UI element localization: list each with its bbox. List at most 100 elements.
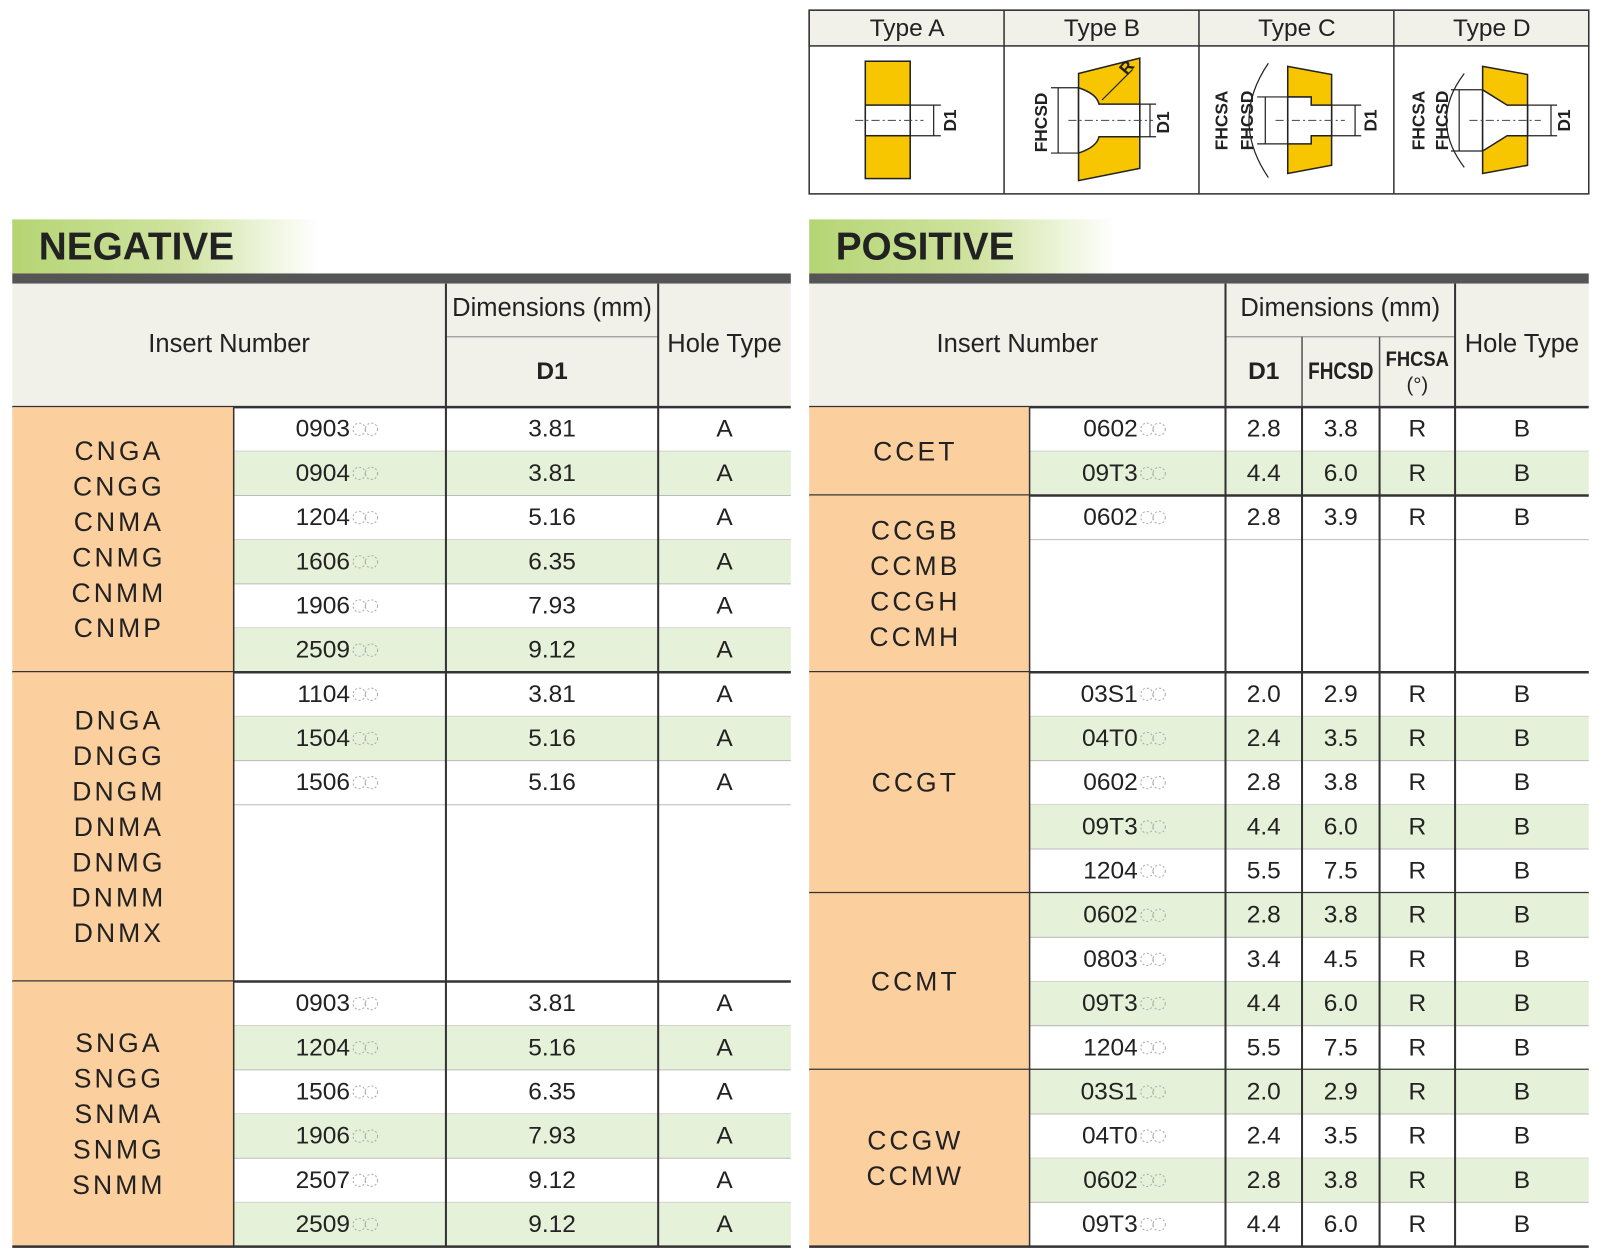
placeholder-circle bbox=[352, 555, 366, 569]
placeholder-circle bbox=[1152, 466, 1166, 481]
type-d-diagram: FHCSA FHCSD D1 bbox=[1408, 65, 1574, 175]
cell-hole: A bbox=[716, 681, 733, 708]
cell-fhcsd: 7.5 bbox=[1324, 1034, 1358, 1061]
placeholder-circle bbox=[364, 643, 379, 657]
cell-d1: 2.0 bbox=[1247, 1078, 1281, 1105]
placeholder-circle bbox=[352, 687, 366, 701]
placeholder-circle bbox=[364, 1129, 379, 1143]
placeholder-circle bbox=[352, 422, 366, 436]
cell-hole: A bbox=[716, 1034, 733, 1061]
placeholder-circle bbox=[364, 1173, 379, 1187]
placeholder-circle bbox=[1140, 1041, 1154, 1055]
placeholder-circle bbox=[1140, 864, 1154, 878]
group-name: DNMM bbox=[72, 883, 167, 913]
group-name: CCMB bbox=[870, 551, 960, 581]
cell-d1: 5.16 bbox=[528, 1034, 576, 1061]
cell-hole: B bbox=[1514, 902, 1530, 929]
group-cell bbox=[809, 893, 1030, 1070]
group-name: CNGG bbox=[73, 472, 165, 502]
placeholder-circle bbox=[364, 1085, 379, 1099]
insert-code: 1504 bbox=[296, 725, 350, 752]
cell-hole: A bbox=[716, 416, 733, 443]
placeholder-circle bbox=[1140, 1173, 1154, 1187]
cell-fhcsa: R bbox=[1408, 902, 1426, 929]
cell-hole: A bbox=[716, 1167, 733, 1194]
group-name: DNGM bbox=[72, 776, 165, 806]
row-shade bbox=[233, 716, 791, 761]
placeholder-circle bbox=[1140, 687, 1154, 701]
insert-code: 2509 bbox=[296, 1211, 350, 1238]
placeholder-circle bbox=[1140, 908, 1154, 922]
cell-d1: 9.12 bbox=[528, 1211, 576, 1238]
cell-fhcsd: 2.9 bbox=[1324, 1078, 1358, 1105]
dimension-label: FHCSA bbox=[1211, 90, 1231, 150]
section-title: NEGATIVE bbox=[39, 225, 234, 268]
insert-code: 1606 bbox=[296, 548, 350, 575]
placeholder-circle bbox=[1152, 687, 1166, 701]
group-name: CNMP bbox=[74, 613, 164, 643]
group-name: SNMM bbox=[72, 1170, 165, 1200]
row-shade bbox=[1029, 893, 1589, 938]
placeholder-circle bbox=[1152, 776, 1166, 790]
cell-hole: B bbox=[1514, 1123, 1530, 1150]
placeholder-circle bbox=[364, 776, 379, 790]
header-dimensions: Dimensions (mm) bbox=[452, 294, 652, 322]
cell-fhcsd: 3.8 bbox=[1324, 902, 1358, 929]
insert-code: 0803 bbox=[1083, 946, 1137, 973]
placeholder-circle bbox=[1140, 1085, 1154, 1099]
header-fhcsa: FHCSA bbox=[1386, 347, 1449, 371]
cell-hole: A bbox=[716, 504, 733, 531]
cell-d1: 3.4 bbox=[1247, 946, 1281, 973]
cell-fhcsa: R bbox=[1408, 990, 1426, 1017]
group-name: CCGT bbox=[872, 768, 959, 798]
cell-hole: A bbox=[716, 637, 733, 664]
row-shade bbox=[233, 539, 791, 584]
row-shade bbox=[233, 628, 791, 673]
placeholder-circle bbox=[1140, 422, 1154, 436]
group-cell bbox=[12, 981, 234, 1247]
placeholder-circle bbox=[1140, 510, 1154, 525]
row-shade bbox=[1029, 1069, 1589, 1115]
header-rule bbox=[12, 273, 791, 284]
group-name: CCGH bbox=[870, 587, 960, 617]
row-shade bbox=[1029, 981, 1589, 1026]
placeholder-circle bbox=[1140, 1129, 1154, 1143]
placeholder-circle bbox=[364, 466, 379, 481]
header-dimensions: Dimensions (mm) bbox=[1240, 294, 1440, 322]
insert-code: 0903 bbox=[296, 990, 350, 1017]
group-name: CCMT bbox=[871, 966, 960, 996]
group-name: CNMM bbox=[72, 578, 167, 608]
cell-fhcsd: 3.8 bbox=[1324, 1167, 1358, 1194]
type-b-diagram: FHCSD D1 R bbox=[1031, 56, 1173, 182]
cell-fhcsd: 3.8 bbox=[1324, 416, 1358, 443]
type-a-diagram: D1 bbox=[855, 60, 960, 180]
section-title-bar bbox=[12, 219, 319, 274]
cell-d1: 4.4 bbox=[1247, 990, 1281, 1017]
cell-hole: B bbox=[1514, 460, 1530, 487]
placeholder-circle bbox=[352, 466, 366, 481]
placeholder-circle bbox=[364, 555, 379, 569]
section-title-bar bbox=[809, 219, 1116, 274]
insert-code: 1204 bbox=[1083, 858, 1137, 885]
cell-fhcsa: R bbox=[1408, 858, 1426, 885]
cell-fhcsd: 3.5 bbox=[1324, 725, 1358, 752]
group-name: DNGA bbox=[74, 706, 163, 736]
cell-d1: 2.8 bbox=[1247, 504, 1281, 531]
insert-code: 2509 bbox=[296, 637, 350, 664]
group-name: CCMW bbox=[866, 1161, 964, 1191]
placeholder-circle bbox=[1152, 864, 1166, 878]
placeholder-circle bbox=[352, 1129, 366, 1143]
cell-hole: B bbox=[1514, 769, 1530, 796]
insert-code: 1506 bbox=[296, 1078, 350, 1105]
insert-code: 1204 bbox=[296, 504, 350, 531]
placeholder-circle bbox=[1152, 1085, 1166, 1099]
cell-fhcsa: R bbox=[1408, 1211, 1426, 1238]
cell-d1: 5.16 bbox=[528, 725, 576, 752]
cell-fhcsa: R bbox=[1408, 1078, 1426, 1105]
insert-code: 09T3 bbox=[1082, 990, 1138, 1017]
cell-d1: 2.4 bbox=[1247, 725, 1281, 752]
placeholder-circle bbox=[364, 422, 379, 436]
group-cell bbox=[809, 407, 1030, 496]
placeholder-circle bbox=[352, 510, 366, 525]
placeholder-circle bbox=[1140, 996, 1154, 1011]
